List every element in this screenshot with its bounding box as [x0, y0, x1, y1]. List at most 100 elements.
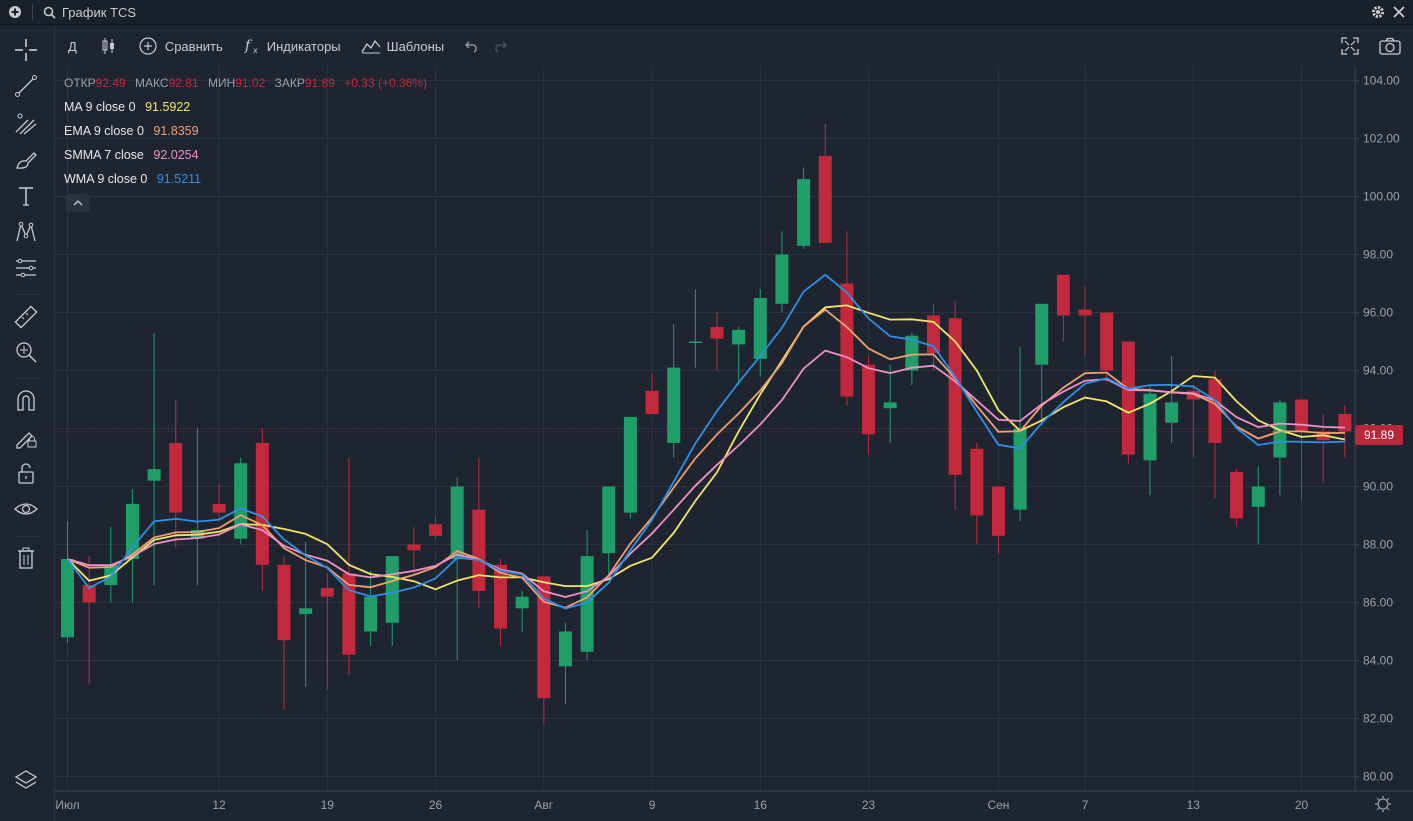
brush-icon[interactable] [13, 147, 39, 173]
candle-body [234, 463, 248, 539]
title-bar: График TCS [0, 0, 1413, 25]
indicator-ema[interactable]: EMA 9 close 0 91.8359 [64, 124, 199, 138]
templates-button[interactable]: Шаблоны [361, 38, 445, 54]
candle-body [1143, 393, 1157, 461]
candle-body [558, 631, 572, 667]
unlock-icon[interactable] [13, 460, 39, 486]
low-label: МИН [207, 76, 236, 90]
compare-button[interactable]: Сравнить [139, 37, 223, 55]
candle-body [1186, 390, 1200, 400]
candle [1208, 370, 1222, 499]
indicator-ma[interactable]: MA 9 close 0 91.5922 [64, 100, 190, 114]
candle-body [1165, 402, 1179, 423]
candle [840, 231, 854, 406]
time-tick-label: Июл [55, 798, 79, 812]
plus-circle-icon [139, 37, 157, 55]
candle-body [970, 448, 984, 516]
candle-body [147, 469, 161, 481]
interval-label: Д [68, 38, 77, 54]
indicators-label: Индикаторы [266, 38, 341, 54]
candle-body [1121, 341, 1135, 455]
candle-body [623, 416, 637, 513]
candle [1013, 347, 1027, 522]
redo-icon[interactable] [492, 39, 508, 53]
candle-body [1208, 379, 1222, 443]
zoom-in-icon[interactable] [13, 339, 39, 365]
candle-body [472, 509, 486, 591]
candle [450, 477, 464, 661]
indicator-label: SMMA 7 close [64, 148, 144, 162]
indicator-smma[interactable]: SMMA 7 close 92.0254 [64, 148, 199, 162]
candle [818, 124, 832, 243]
candle-body [840, 283, 854, 397]
trend-line-icon[interactable] [13, 73, 39, 99]
candle-body [580, 556, 594, 652]
candle-body [299, 608, 313, 615]
candle [320, 573, 334, 690]
candle-body [797, 179, 811, 246]
indicator-lines [66, 273, 1345, 610]
magnet-icon[interactable] [13, 388, 39, 414]
indicator-wma[interactable]: WMA 9 close 0 91.5211 [64, 172, 201, 186]
search-icon[interactable] [43, 6, 56, 19]
price-chart[interactable]: 104.00102.00100.0098.0096.0094.0092.0090… [54, 66, 1413, 821]
lock-drawing-icon[interactable] [13, 424, 39, 450]
trash-icon[interactable] [13, 545, 39, 571]
candle [1100, 312, 1114, 383]
text-tool-icon[interactable] [13, 183, 39, 209]
candle-type-button[interactable] [101, 37, 117, 55]
fib-levels-icon[interactable] [13, 255, 39, 281]
candle [429, 515, 443, 539]
time-tick-label: 9 [649, 798, 656, 812]
candle [385, 556, 399, 646]
change-value: +0.33 (+0.36%) [344, 76, 427, 90]
templates-icon [361, 39, 381, 54]
candle-body [883, 402, 897, 409]
pitchfork-icon[interactable] [13, 111, 39, 137]
pattern-icon[interactable] [13, 219, 39, 245]
candle [472, 457, 486, 609]
ruler-icon[interactable] [13, 304, 39, 330]
candle [667, 324, 681, 458]
candle [82, 556, 96, 684]
candle [190, 428, 204, 586]
last-price-tag: 91.89 [1355, 425, 1403, 445]
layers-icon[interactable] [13, 767, 39, 793]
crosshair-icon[interactable] [13, 37, 39, 63]
add-icon[interactable] [8, 5, 22, 19]
ma-line [66, 304, 1345, 591]
time-tick-label: 13 [1187, 798, 1201, 812]
price-tick-label: 84.00 [1363, 654, 1393, 668]
collapse-legend-button[interactable] [66, 194, 90, 212]
camera-icon[interactable] [1379, 37, 1401, 55]
open-label: ОТКР [64, 76, 96, 90]
price-tick-label: 90.00 [1363, 480, 1393, 494]
close-icon[interactable] [1393, 6, 1405, 18]
low-value: 91.02 [235, 76, 266, 90]
fullscreen-icon[interactable] [1341, 37, 1359, 55]
time-tick-label: 26 [429, 798, 443, 812]
candle-body [1013, 428, 1027, 510]
candle-body [645, 390, 659, 414]
templates-label: Шаблоны [386, 38, 445, 54]
candle-body [732, 329, 746, 345]
axis-settings-icon[interactable] [1375, 796, 1391, 812]
candle [169, 399, 183, 548]
time-tick-label: 19 [321, 798, 335, 812]
svg-text:x: x [253, 46, 258, 55]
interval-button[interactable]: Д [68, 39, 77, 54]
candle-body [515, 596, 529, 609]
svg-text:f: f [244, 38, 253, 54]
candle [905, 332, 919, 385]
candle [61, 521, 74, 644]
candle [883, 364, 897, 443]
candle-body [905, 335, 919, 371]
price-tick-label: 94.00 [1363, 364, 1393, 378]
undo-icon[interactable] [464, 39, 480, 53]
candle [1316, 414, 1330, 484]
eye-icon[interactable] [13, 496, 39, 522]
gear-icon[interactable] [1371, 5, 1385, 19]
drawing-toolbar [0, 26, 55, 821]
